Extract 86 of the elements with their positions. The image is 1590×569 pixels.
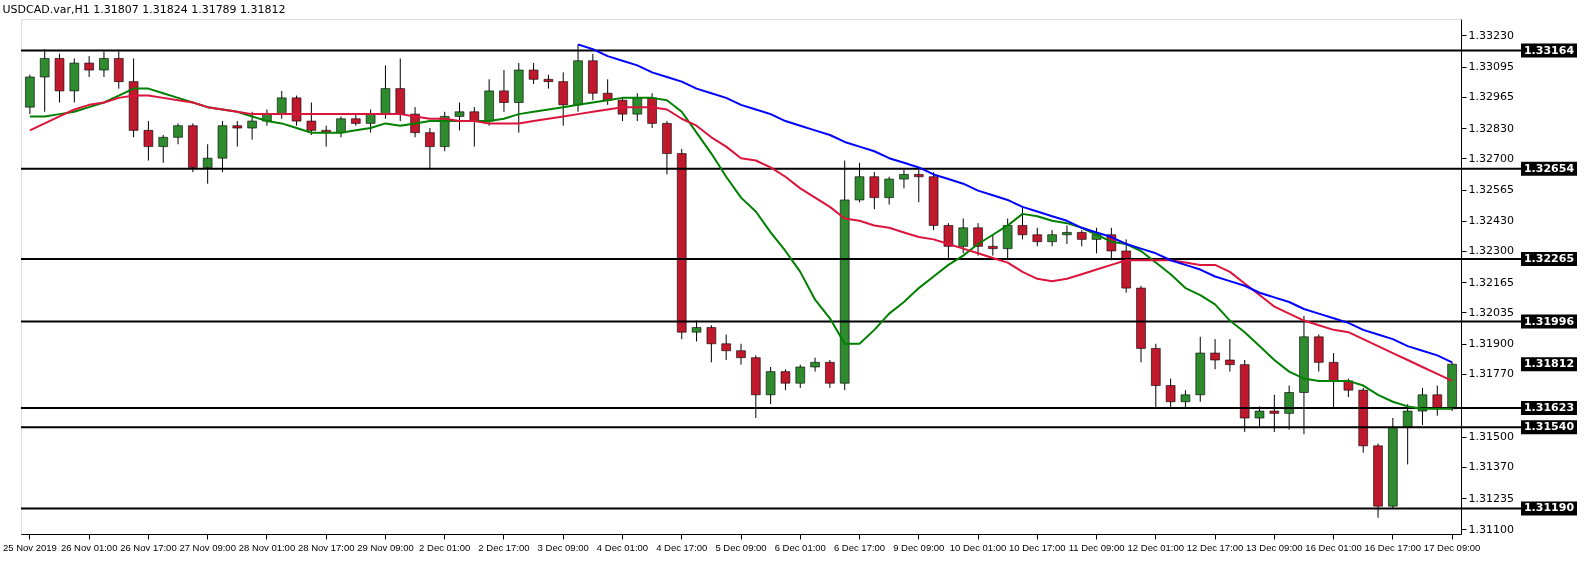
x-tick-label: 16 Dec 17:00 <box>1364 541 1422 553</box>
x-tick-label: 6 Dec 17:00 <box>833 541 886 553</box>
candlestick <box>469 106 480 148</box>
candlestick <box>1062 224 1072 245</box>
candlestick <box>558 71 568 127</box>
y-tick-label: 1.32830 <box>1468 121 1514 135</box>
candlestick <box>780 368 791 391</box>
candlestick <box>143 120 154 162</box>
y-tick-label: 1.31770 <box>1468 367 1514 381</box>
candlestick <box>988 234 998 257</box>
candlestick <box>306 102 317 136</box>
x-tick-label: 16 Dec 01:00 <box>1305 541 1362 553</box>
line-series <box>577 43 1454 364</box>
candlestick <box>958 218 968 254</box>
candlestick <box>810 357 820 373</box>
x-tick-label: 4 Dec 17:00 <box>656 541 708 553</box>
x-tick-label: 6 Dec 01:00 <box>774 541 826 553</box>
x-tick-label: 26 Nov 01:00 <box>60 541 118 553</box>
x-tick-label: 28 Nov 17:00 <box>297 541 355 553</box>
candlestick <box>232 120 243 148</box>
ref-line-label: 1.31540 <box>1523 420 1575 434</box>
x-tick-label: 27 Nov 09:00 <box>179 541 236 553</box>
candlestick <box>291 95 302 127</box>
y-tick-label: 1.31235 <box>1468 491 1514 505</box>
y-tick-label: 1.32035 <box>1468 305 1514 319</box>
ref-line-label: 1.31623 <box>1523 401 1575 415</box>
ref-line-label: 1.31190 <box>1523 501 1575 515</box>
candlestick <box>1047 229 1057 247</box>
candlestick <box>1210 338 1220 370</box>
candlestick <box>158 134 168 164</box>
y-tick-label: 1.31900 <box>1468 337 1514 351</box>
candlestick <box>706 324 717 363</box>
x-tick-label: 10 Dec 01:00 <box>949 541 1007 553</box>
x-tick-label: 13 Dec 09:00 <box>1246 541 1303 553</box>
ref-line-label: 1.32654 <box>1523 161 1575 175</box>
x-tick-label: 17 Dec 09:00 <box>1423 541 1481 553</box>
candlestick <box>499 69 509 113</box>
y-tick-label: 1.32565 <box>1468 183 1514 197</box>
candlestick <box>277 90 287 120</box>
y-tick-label: 1.33230 <box>1468 28 1514 42</box>
candlestick <box>454 102 465 131</box>
y-tick-label: 1.31100 <box>1468 522 1514 536</box>
x-tick-label: 12 Dec 01:00 <box>1127 541 1185 553</box>
y-tick-label: 1.32700 <box>1468 151 1514 165</box>
x-tick-label: 5 Dec 09:00 <box>715 541 767 553</box>
candlestick <box>528 62 539 85</box>
text: 1.31812 <box>1523 357 1575 371</box>
candlestick <box>869 171 880 210</box>
ref-line-label: 1.33164 <box>1523 43 1575 57</box>
candlestick <box>1225 338 1235 373</box>
y-tick-label: 1.31370 <box>1468 460 1514 474</box>
x-tick-label: 10 Dec 17:00 <box>1009 541 1066 553</box>
candlestick <box>1017 206 1028 240</box>
y-tick-label: 1.32430 <box>1468 214 1514 228</box>
candlestick <box>765 366 776 405</box>
y-tick-label: 1.32165 <box>1468 275 1514 289</box>
candlestick <box>84 55 94 78</box>
x-tick-label: 11 Dec 09:00 <box>1068 541 1125 553</box>
x-tick-label: 9 Dec 09:00 <box>893 541 945 553</box>
y-tick-label: 1.33095 <box>1468 60 1514 74</box>
x-tick-label: 25 Nov 2019 <box>2 541 57 553</box>
x-tick-label: 28 Nov 01:00 <box>238 541 296 553</box>
candlestick <box>247 111 257 141</box>
y-tick-label: 1.32965 <box>1468 90 1514 104</box>
candlestick <box>973 222 983 257</box>
candlestick <box>884 176 894 206</box>
candlestick <box>825 359 835 389</box>
ref-line-label: 1.31996 <box>1523 314 1575 328</box>
chart-title: USDCAD.var,H1 1.31807 1.31824 1.31789 1.31812 <box>2 3 286 16</box>
x-tick-label: 26 Nov 17:00 <box>120 541 177 553</box>
x-tick-label: 3 Dec 09:00 <box>537 541 589 553</box>
y-tick-label: 1.32300 <box>1468 244 1514 258</box>
candlestick <box>1032 227 1043 247</box>
candlestick <box>721 334 731 361</box>
x-tick-label: 2 Dec 17:00 <box>478 541 530 553</box>
ref-line-label: 1.32265 <box>1523 252 1575 266</box>
candlestick <box>336 115 346 138</box>
x-tick-label: 4 Dec 01:00 <box>596 541 649 553</box>
candlestick <box>173 122 183 145</box>
x-tick-label: 2 Dec 01:00 <box>419 541 471 553</box>
y-tick-label: 1.31500 <box>1468 430 1514 444</box>
x-tick-label: 29 Nov 09:00 <box>357 541 414 553</box>
x-tick-label: 12 Dec 17:00 <box>1186 541 1244 553</box>
candlestick <box>736 343 746 366</box>
candlestick <box>795 364 805 389</box>
candlestick <box>365 108 376 134</box>
